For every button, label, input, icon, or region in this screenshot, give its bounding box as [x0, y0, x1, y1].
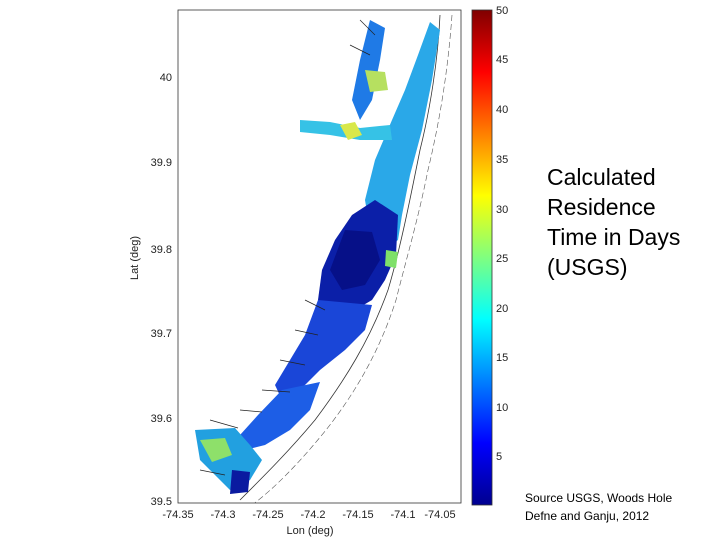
bay-central-deep	[330, 230, 380, 290]
y-axis-ticks: 40 39.9 39.8 39.7 39.6 39.5	[151, 72, 172, 508]
source-line: Source USGS, Woods Hole	[525, 491, 673, 505]
colorbar-tick-label: 25	[496, 253, 508, 265]
bay-south-lower	[240, 382, 320, 450]
y-tick-label: 39.9	[151, 157, 172, 169]
y-tick-label: 39.7	[151, 328, 172, 340]
north-warm-patch	[365, 70, 388, 92]
x-tick-label: -74.1	[390, 509, 415, 521]
caption-line: (USGS)	[547, 254, 628, 280]
x-axis-title: Lon (deg)	[286, 525, 333, 537]
bay-north	[365, 22, 440, 250]
colorbar-tick-label: 45	[496, 54, 508, 66]
caption-line: Calculated	[547, 164, 656, 190]
river-warm-patch	[340, 122, 362, 140]
y-tick-label: 39.5	[151, 496, 172, 508]
south-warm-patch	[200, 438, 232, 462]
bay-north-inlet	[352, 20, 385, 120]
bay-south	[275, 300, 372, 400]
colorbar-tick-label: 40	[496, 104, 508, 116]
coastline	[239, 14, 441, 501]
coast-offshore-line	[254, 14, 453, 503]
colorbar	[471, 9, 493, 506]
central-warm-patch	[385, 250, 398, 268]
caption-line: Time in Days	[547, 224, 681, 250]
source-line: Defne and Ganju, 2012	[525, 509, 650, 523]
colorbar-tick-label: 20	[496, 303, 508, 315]
map-caption: Calculated Residence Time in Days (USGS)	[547, 162, 717, 282]
x-tick-label: -74.2	[300, 509, 325, 521]
y-tick-label: 39.6	[151, 413, 172, 425]
colorbar-tick-label: 35	[496, 154, 508, 166]
x-tick-label: -74.25	[252, 509, 283, 521]
x-tick-label: -74.3	[210, 509, 235, 521]
bay-map	[195, 14, 453, 503]
y-tick-label: 40	[160, 72, 172, 84]
x-tick-label: -74.35	[162, 509, 193, 521]
x-tick-label: -74.15	[342, 509, 373, 521]
y-tick-label: 39.8	[151, 244, 172, 256]
tributaries	[199, 19, 376, 476]
colorbar-tick-label: 50	[496, 5, 508, 17]
y-axis-title: Lat (deg)	[129, 236, 141, 280]
caption-line: Residence	[547, 194, 656, 220]
colorbar-tick-label: 5	[496, 451, 502, 463]
x-axis-ticks: -74.35 -74.3 -74.25 -74.2 -74.15 -74.1 -…	[162, 509, 455, 521]
south-deep-patch	[230, 470, 250, 494]
x-tick-label: -74.05	[424, 509, 455, 521]
source-credit: Source USGS, Woods Hole Defne and Ganju,…	[525, 489, 715, 525]
colorbar-ticks: 50 45 40 35 30 25 20 15 10 5	[496, 5, 508, 463]
colorbar-tick-label: 30	[496, 204, 508, 216]
colorbar-tick-label: 10	[496, 402, 508, 414]
colorbar-tick-label: 15	[496, 352, 508, 364]
